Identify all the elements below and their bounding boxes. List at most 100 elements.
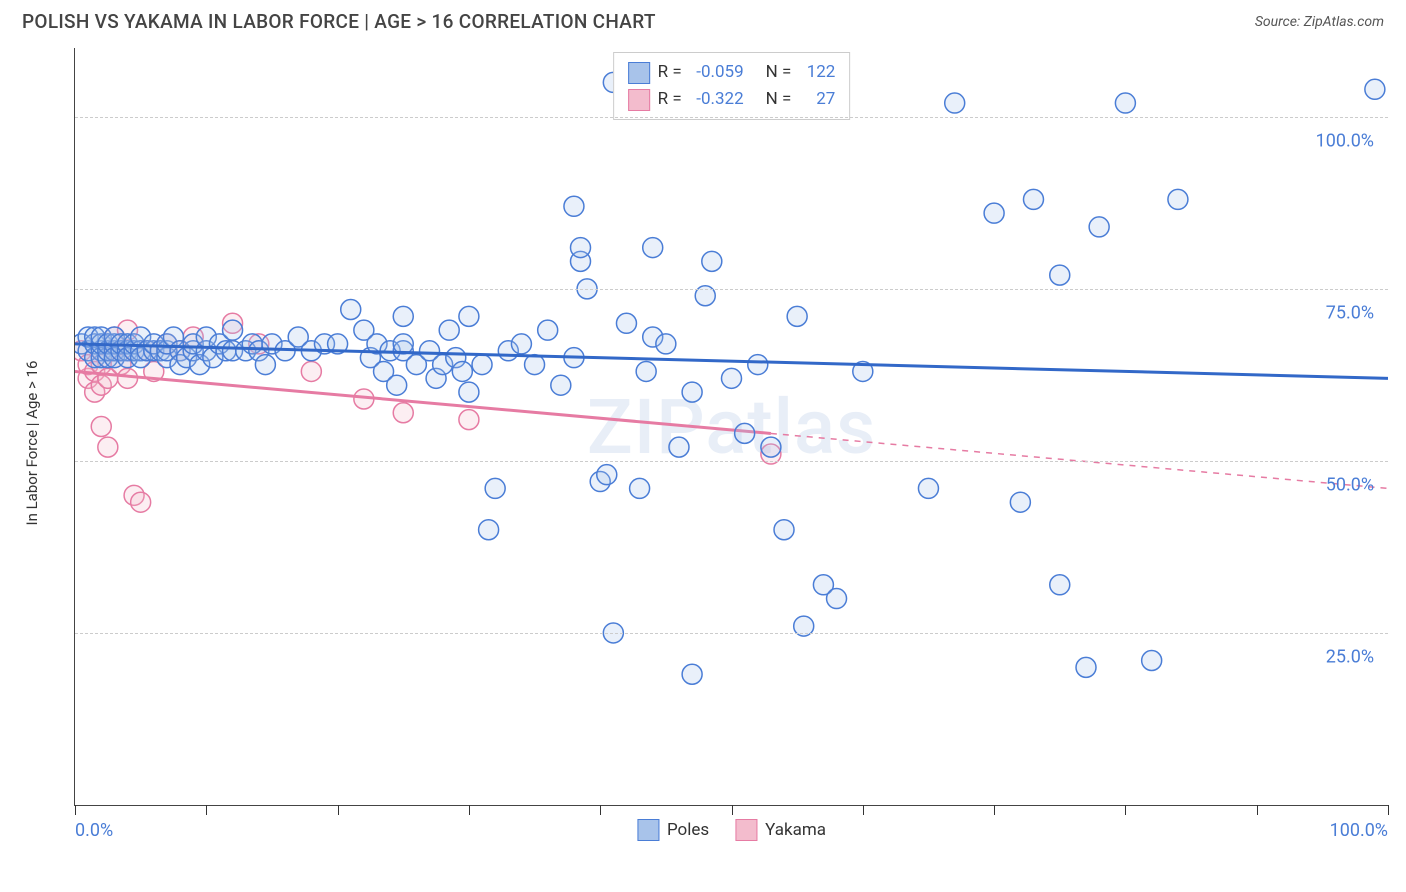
point-poles (209, 334, 229, 354)
x-tick (1388, 805, 1389, 815)
point-poles (236, 341, 256, 361)
point-yakama (301, 361, 321, 381)
n-value-yakama: 27 (799, 86, 835, 113)
x-tick (206, 805, 207, 815)
point-poles (163, 327, 183, 347)
point-yakama (91, 355, 111, 375)
n-label: N = (766, 86, 792, 113)
chart-title: POLISH VS YAKAMA IN LABOR FORCE | AGE > … (22, 10, 656, 33)
gridline-h (75, 289, 1388, 290)
x-tick-label: 0.0% (75, 820, 113, 841)
point-poles (111, 334, 131, 354)
y-tick-label: 50.0% (1326, 474, 1374, 495)
point-poles (525, 355, 545, 375)
x-tick (600, 805, 601, 815)
point-poles (616, 313, 636, 333)
y-tick-label: 75.0% (1326, 302, 1374, 323)
y-tick-label: 25.0% (1326, 646, 1374, 667)
point-poles (288, 327, 308, 347)
point-poles (118, 341, 138, 361)
point-yakama (170, 341, 190, 361)
point-poles (98, 334, 118, 354)
point-poles (452, 361, 472, 381)
point-poles (433, 355, 453, 375)
point-poles (406, 355, 426, 375)
correlation-legend: R = -0.059 N = 122 R = -0.322 N = 27 (613, 52, 851, 120)
legend-item-yakama: Yakama (735, 819, 826, 841)
point-poles (387, 375, 407, 395)
point-poles (1168, 189, 1188, 209)
point-yakama (104, 341, 124, 361)
point-poles (918, 478, 938, 498)
n-label: N = (766, 59, 792, 86)
point-poles (104, 341, 124, 361)
series-legend: Poles Yakama (637, 819, 826, 841)
point-poles (341, 300, 361, 320)
legend-item-poles: Poles (637, 819, 709, 841)
point-poles (774, 520, 794, 540)
point-poles (984, 203, 1004, 223)
point-poles (131, 327, 151, 347)
point-poles (1089, 217, 1109, 237)
n-value-poles: 122 (799, 59, 835, 86)
point-poles (131, 341, 151, 361)
point-poles (78, 327, 98, 347)
point-poles (597, 465, 617, 485)
point-poles (393, 341, 413, 361)
x-tick (1257, 805, 1258, 815)
point-poles (157, 334, 177, 354)
point-poles (669, 437, 689, 457)
point-poles (538, 320, 558, 340)
x-tick (994, 805, 995, 815)
point-poles (249, 341, 269, 361)
point-poles (301, 341, 321, 361)
point-poles (564, 348, 584, 368)
point-yakama (144, 361, 164, 381)
header: POLISH VS YAKAMA IN LABOR FORCE | AGE > … (0, 0, 1406, 39)
point-yakama (137, 341, 157, 361)
point-poles (459, 382, 479, 402)
point-poles (183, 334, 203, 354)
point-poles (656, 334, 676, 354)
point-poles (1115, 93, 1135, 113)
point-yakama (393, 403, 413, 423)
point-poles (643, 238, 663, 258)
point-yakama (78, 355, 98, 375)
r-label: R = (658, 59, 682, 86)
r-label: R = (658, 86, 682, 113)
point-poles (1010, 492, 1030, 512)
point-yakama (75, 341, 92, 361)
point-yakama (98, 437, 118, 457)
point-poles (91, 334, 111, 354)
point-poles (223, 341, 243, 361)
point-poles (262, 334, 282, 354)
point-poles (643, 327, 663, 347)
point-poles (702, 251, 722, 271)
gridline-h (75, 461, 1388, 462)
point-poles (630, 478, 650, 498)
swatch-poles (637, 819, 659, 841)
point-poles (242, 334, 262, 354)
point-poles (813, 575, 833, 595)
point-poles (479, 520, 499, 540)
swatch-yakama (628, 89, 650, 111)
swatch-poles (628, 62, 650, 84)
point-poles (1365, 79, 1385, 99)
legend-label-poles: Poles (667, 820, 709, 840)
legend-row-yakama: R = -0.322 N = 27 (628, 86, 836, 113)
point-yakama (459, 410, 479, 430)
point-poles (682, 382, 702, 402)
point-yakama (85, 361, 105, 381)
point-poles (1023, 189, 1043, 209)
point-poles (748, 355, 768, 375)
point-poles (590, 472, 610, 492)
point-poles (485, 478, 505, 498)
point-poles (314, 334, 334, 354)
point-poles (223, 320, 243, 340)
chart-svg (75, 48, 1388, 805)
point-yakama (157, 334, 177, 354)
legend-row-poles: R = -0.059 N = 122 (628, 59, 836, 86)
point-poles (426, 368, 446, 388)
point-poles (393, 334, 413, 354)
point-poles (275, 341, 295, 361)
